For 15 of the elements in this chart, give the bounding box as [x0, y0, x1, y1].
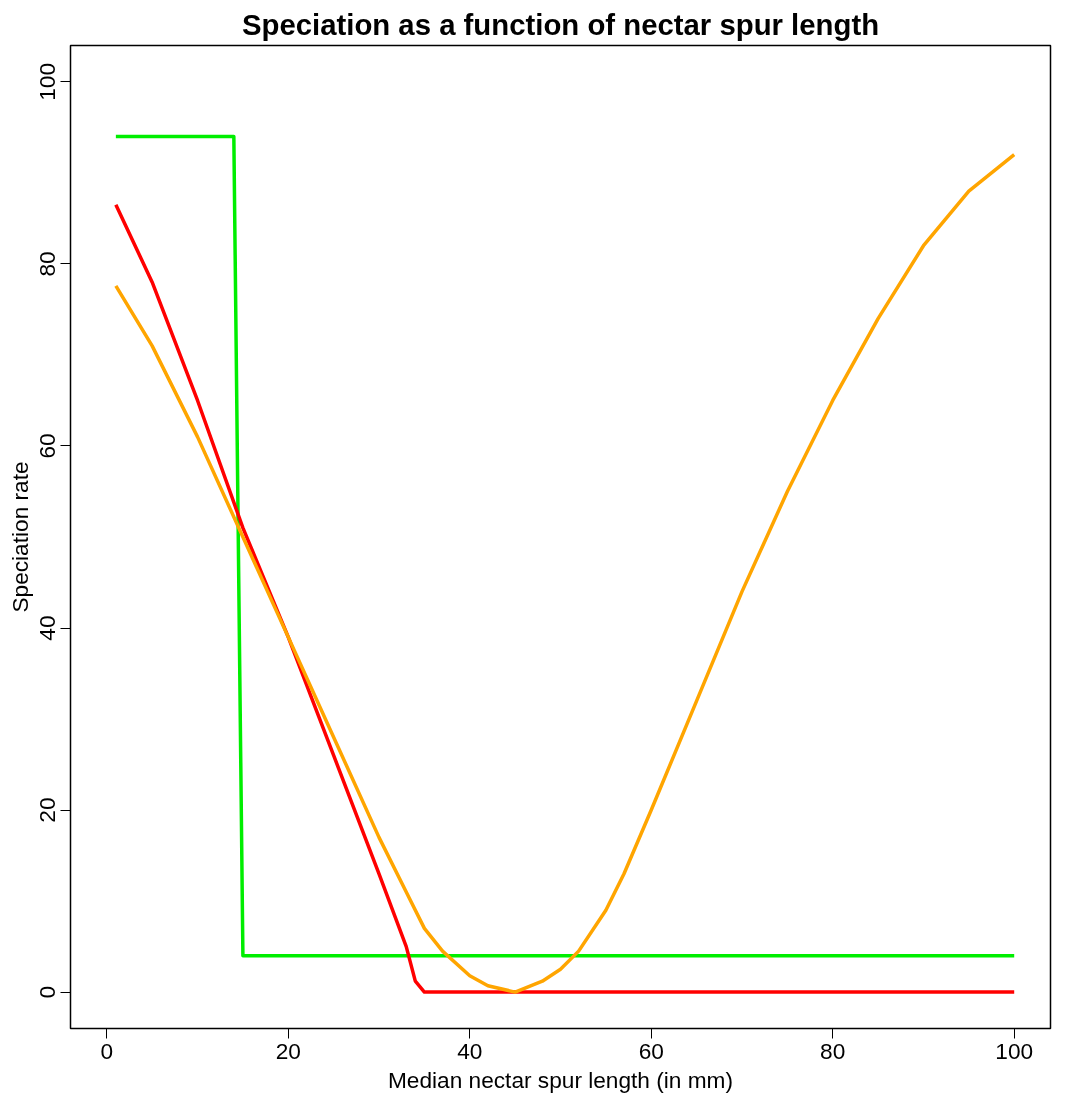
x-tick-label: 20 — [275, 1037, 301, 1064]
x-tick-label: 40 — [457, 1037, 483, 1064]
y-tick-label: 20 — [34, 797, 61, 823]
y-tick-label: 100 — [34, 63, 61, 101]
x-axis-title: Median nectar spur length (in mm) — [387, 1066, 734, 1093]
y-axis-title: Speciation rate — [6, 461, 33, 613]
x-tick-label: 60 — [638, 1037, 664, 1064]
chart-title: Speciation as a function of nectar spur length — [241, 7, 880, 41]
x-tick-label: 100 — [995, 1037, 1034, 1064]
y-tick-label: 60 — [34, 433, 61, 459]
y-tick-label: 80 — [34, 251, 61, 277]
y-tick-label: 0 — [34, 985, 61, 999]
y-tick-label: 40 — [34, 615, 61, 641]
x-tick-label: 0 — [100, 1037, 114, 1064]
x-tick-label: 80 — [820, 1037, 846, 1064]
